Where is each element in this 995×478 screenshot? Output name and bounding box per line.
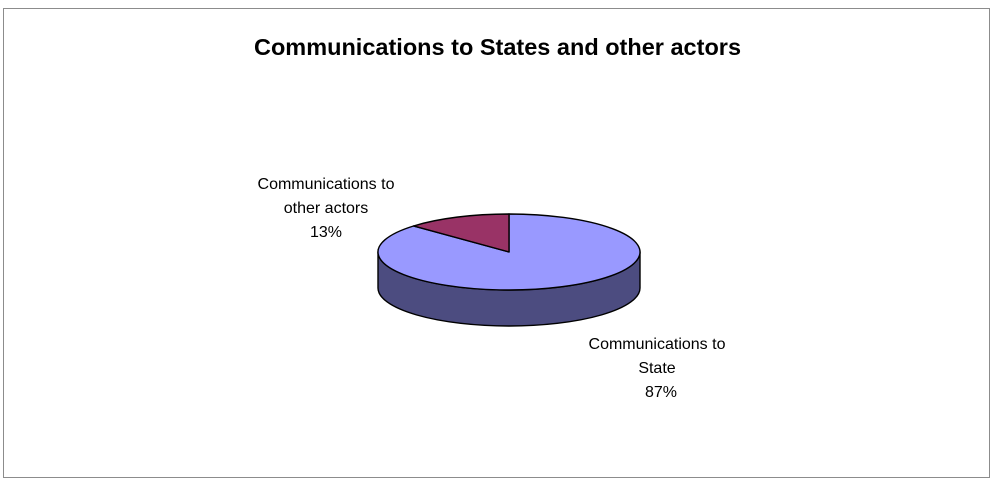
pie-layer [377, 213, 641, 327]
slice-label-state-line2: State [638, 360, 676, 377]
slice-label-state-pct: 87% [644, 384, 678, 401]
chart-title: Communications to States and other actor… [253, 34, 742, 60]
slice-label-other-actors: Communications to other actors 13% [226, 173, 426, 245]
slice-label-state: Communications to State 87% [557, 333, 757, 405]
slice-label-other-actors-line1: Communications to [257, 176, 395, 193]
slice-label-other-actors-line2: other actors [283, 200, 369, 217]
slice-label-state-line1: Communications to [588, 336, 726, 353]
pie-slice-top-1 [412, 213, 510, 253]
slice-label-other-actors-pct: 13% [309, 224, 343, 241]
